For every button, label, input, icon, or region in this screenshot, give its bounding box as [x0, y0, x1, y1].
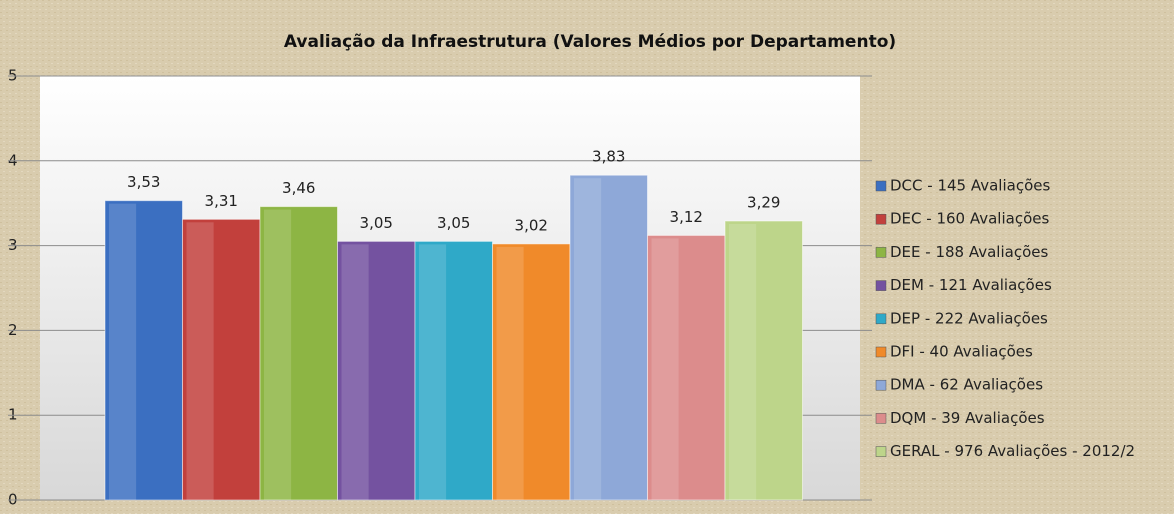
- bar: [647, 234, 726, 501]
- bar-highlight: [496, 246, 524, 500]
- value-label: 3,31: [205, 192, 238, 210]
- bar: [724, 220, 803, 501]
- bar: [569, 174, 648, 501]
- bar-highlight: [651, 238, 679, 500]
- bar-highlight: [186, 222, 214, 500]
- value-label: 3,83: [592, 148, 625, 166]
- value-label: 3,12: [670, 208, 703, 226]
- legend-label: DMA - 62 Avaliações: [890, 376, 1043, 394]
- legend-swatch: [875, 213, 887, 225]
- bar: [259, 206, 338, 501]
- bar-highlight: [729, 224, 757, 500]
- bar-highlight: [109, 203, 137, 500]
- legend-label: DEC - 160 Avaliações: [890, 210, 1049, 228]
- legend-label: DCC - 145 Avaliações: [890, 177, 1050, 195]
- value-label: 3,02: [515, 216, 548, 234]
- bar-highlight: [264, 209, 292, 501]
- value-label: 3,53: [127, 173, 160, 191]
- legend-label: DEE - 188 Avaliações: [890, 243, 1048, 261]
- value-label: 3,29: [747, 194, 780, 212]
- legend-label: DQM - 39 Avaliações: [890, 409, 1045, 427]
- legend-swatch: [875, 413, 887, 424]
- bar: [414, 240, 493, 501]
- bar: [492, 243, 571, 501]
- legend-swatch: [875, 446, 887, 457]
- bar-highlight: [574, 178, 602, 500]
- chart-title: Avaliação da Infraestrutura (Valores Méd…: [284, 32, 896, 52]
- legend-swatch: [875, 346, 887, 358]
- legend-label: DEM - 121 Avaliações: [890, 276, 1052, 294]
- legend-swatch: [875, 313, 887, 325]
- value-label: 3,05: [360, 214, 393, 232]
- legend-label: DFI - 40 Avaliações: [890, 343, 1033, 361]
- legend-swatch: [875, 180, 887, 192]
- bar-highlight: [419, 244, 447, 500]
- value-label: 3,46: [282, 179, 315, 197]
- bar-highlight: [341, 244, 369, 500]
- legend-swatch: [875, 247, 887, 258]
- legend-label: DEP - 222 Avaliações: [890, 309, 1048, 327]
- legend-swatch: [875, 280, 887, 291]
- value-label: 3,05: [437, 214, 470, 232]
- legend-swatch: [875, 379, 887, 391]
- legend-label: GERAL - 976 Avaliações - 2012/2: [890, 442, 1135, 460]
